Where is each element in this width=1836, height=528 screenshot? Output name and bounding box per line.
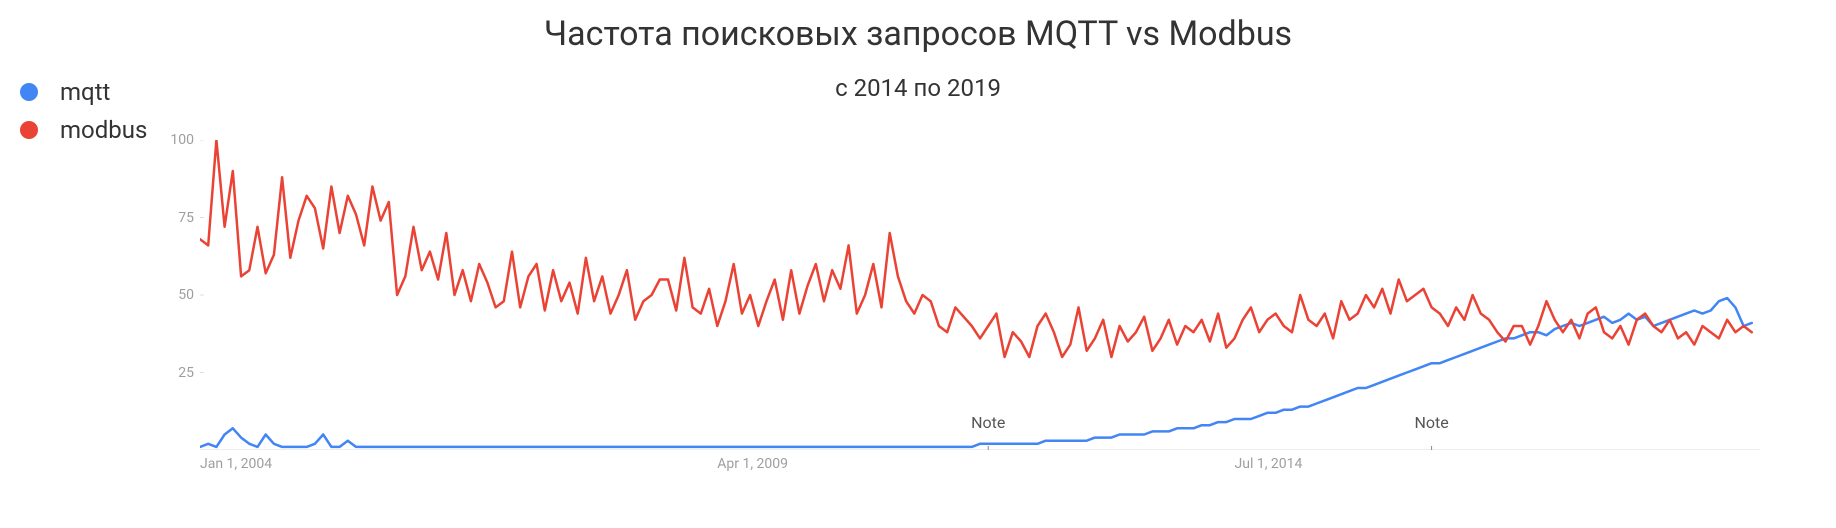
chart-annotation: Note: [1414, 413, 1448, 432]
legend-item-mqtt: mqtt: [20, 78, 147, 106]
x-tick-label: Jul 1, 2014: [1235, 450, 1303, 472]
legend-label-modbus: modbus: [60, 116, 147, 144]
y-tick-label: 50: [154, 287, 200, 303]
legend-swatch-mqtt: [20, 83, 38, 101]
chart-subtitle: с 2014 по 2019: [0, 74, 1836, 102]
chart-plot-area: 255075100Jan 1, 2004Apr 1, 2009Jul 1, 20…: [200, 140, 1760, 450]
legend-swatch-modbus: [20, 121, 38, 139]
x-tick-label: Jan 1, 2004: [200, 450, 272, 472]
series-modbus: [200, 140, 1752, 357]
y-tick-label: 25: [154, 365, 200, 381]
legend: mqtt modbus: [20, 78, 147, 154]
chart-svg: [200, 140, 1760, 450]
chart-title: Частота поисковых запросов MQTT vs Modbu…: [0, 0, 1836, 54]
x-tick-label: Apr 1, 2009: [717, 450, 788, 472]
chart-annotation: Note: [971, 413, 1005, 432]
y-tick-label: 75: [154, 210, 200, 226]
y-tick-label: 100: [154, 132, 200, 148]
legend-item-modbus: modbus: [20, 116, 147, 144]
legend-label-mqtt: mqtt: [60, 78, 110, 106]
